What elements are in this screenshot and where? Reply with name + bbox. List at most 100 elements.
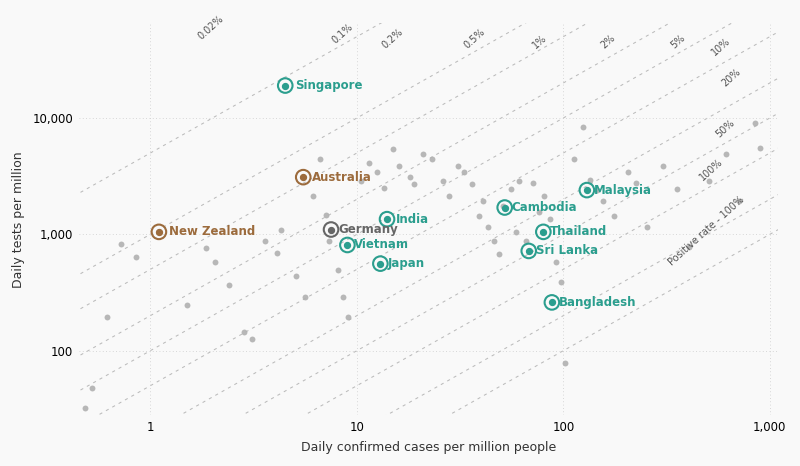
Text: Vietnam: Vietnam <box>354 239 410 252</box>
Point <box>320 211 333 218</box>
Point <box>259 237 272 245</box>
Point <box>114 240 127 248</box>
Point <box>546 299 558 306</box>
Point <box>325 226 338 233</box>
Text: Sri Lanka: Sri Lanka <box>536 245 598 257</box>
Point <box>101 313 114 321</box>
Point <box>378 185 390 192</box>
Point <box>473 212 486 219</box>
Point <box>670 185 683 193</box>
Point <box>393 162 406 169</box>
Point <box>581 186 594 194</box>
Point <box>374 260 386 267</box>
Point <box>387 145 400 153</box>
Point <box>510 228 522 236</box>
Point <box>153 228 166 236</box>
Point <box>363 159 376 167</box>
Point <box>381 215 394 223</box>
Point <box>78 404 91 412</box>
Point <box>417 151 430 158</box>
Point <box>554 278 567 286</box>
Text: 0.1%: 0.1% <box>330 22 355 46</box>
Point <box>313 156 326 163</box>
Point <box>381 215 394 223</box>
Text: Singapore: Singapore <box>295 79 363 92</box>
Point <box>590 186 603 194</box>
Point <box>682 243 695 251</box>
Text: 20%: 20% <box>720 67 743 88</box>
Point <box>452 162 465 169</box>
Point <box>355 177 368 184</box>
Point <box>208 258 221 266</box>
Point <box>581 186 594 194</box>
Point <box>279 82 292 89</box>
Point <box>537 228 550 236</box>
Point <box>498 204 511 211</box>
Point <box>558 359 571 367</box>
Text: 5%: 5% <box>669 33 687 50</box>
Text: 1%: 1% <box>531 33 549 50</box>
X-axis label: Daily confirmed cases per million people: Daily confirmed cases per million people <box>301 440 556 453</box>
Point <box>274 227 287 234</box>
Point <box>270 249 283 257</box>
Point <box>487 238 500 245</box>
Point <box>403 173 416 181</box>
Text: 10%: 10% <box>710 36 732 58</box>
Point <box>719 151 732 158</box>
Point <box>482 224 494 231</box>
Y-axis label: Daily tests per million: Daily tests per million <box>13 151 26 288</box>
Point <box>297 173 310 181</box>
Point <box>526 179 539 187</box>
Text: 2%: 2% <box>599 33 617 50</box>
Point <box>532 208 545 216</box>
Point <box>630 179 642 187</box>
Point <box>522 247 535 254</box>
Text: India: India <box>395 212 429 226</box>
Text: Australia: Australia <box>312 171 372 184</box>
Point <box>522 247 535 254</box>
Text: Cambodia: Cambodia <box>512 201 578 214</box>
Point <box>567 156 580 163</box>
Point <box>442 192 455 199</box>
Point <box>497 202 510 210</box>
Point <box>425 156 438 163</box>
Point <box>477 197 490 204</box>
Text: 100%: 100% <box>698 157 725 182</box>
Point <box>546 299 558 306</box>
Point <box>337 293 350 301</box>
Point <box>543 215 556 223</box>
Text: 0.02%: 0.02% <box>196 14 226 42</box>
Point <box>458 169 470 176</box>
Text: New Zealand: New Zealand <box>169 226 255 239</box>
Point <box>153 228 166 236</box>
Point <box>199 245 212 252</box>
Point <box>749 120 762 127</box>
Point <box>325 226 338 233</box>
Point <box>657 162 670 169</box>
Point <box>130 253 142 260</box>
Point <box>342 313 354 321</box>
Point <box>306 192 319 199</box>
Point <box>513 177 526 184</box>
Point <box>370 168 383 176</box>
Point <box>238 328 250 336</box>
Point <box>622 169 634 176</box>
Point <box>86 384 98 391</box>
Point <box>408 180 421 188</box>
Text: Germany: Germany <box>338 223 398 236</box>
Point <box>754 144 766 152</box>
Point <box>436 177 449 184</box>
Point <box>298 293 311 301</box>
Point <box>493 250 506 258</box>
Point <box>222 281 235 288</box>
Text: Malaysia: Malaysia <box>594 184 652 197</box>
Point <box>537 228 550 236</box>
Point <box>550 258 562 266</box>
Point <box>322 238 335 245</box>
Text: 0.5%: 0.5% <box>462 27 487 50</box>
Point <box>290 272 303 280</box>
Text: Thailand: Thailand <box>550 226 607 239</box>
Text: 0.2%: 0.2% <box>380 27 406 50</box>
Point <box>374 260 386 267</box>
Point <box>297 173 310 181</box>
